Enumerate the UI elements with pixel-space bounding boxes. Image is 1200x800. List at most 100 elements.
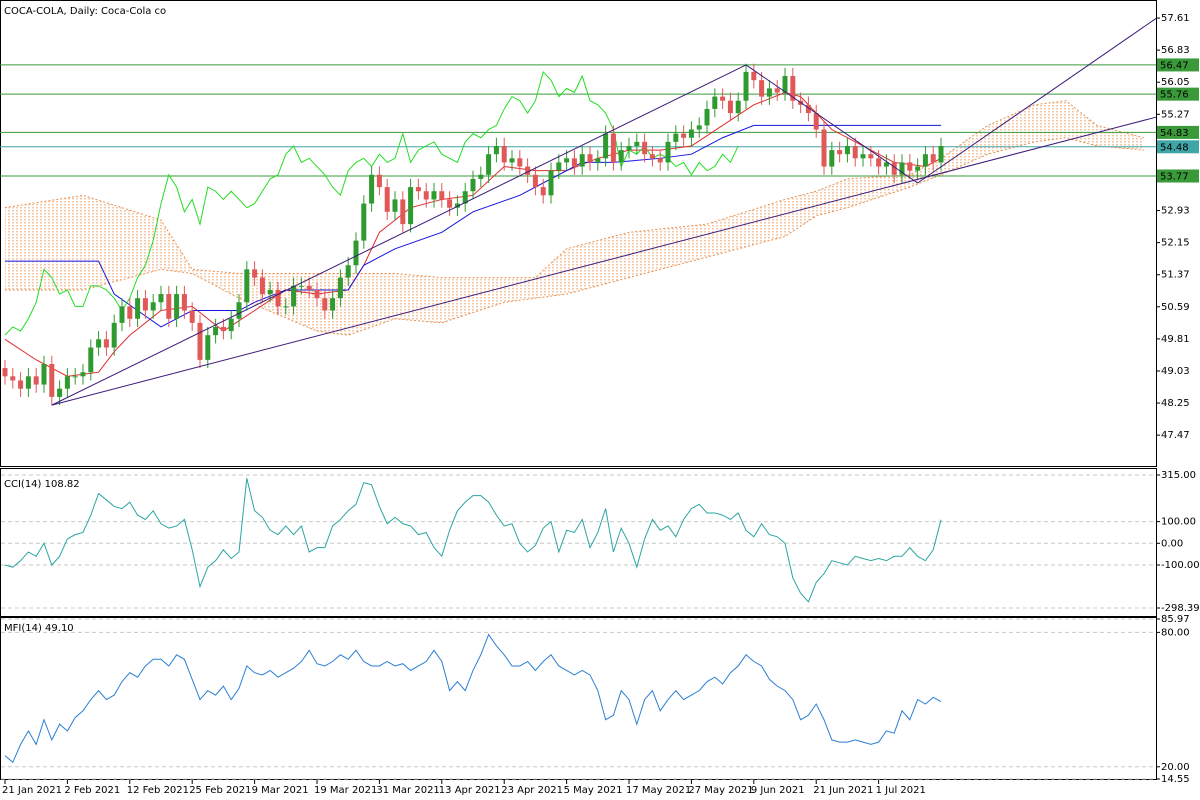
pane-title: CCI(14) 108.82: [4, 479, 80, 490]
trend-line: [51, 116, 1157, 406]
candle-body: [275, 289, 281, 307]
candle-body: [556, 162, 562, 171]
y-tick-label: 51.37: [1161, 270, 1190, 281]
candle-body: [376, 174, 382, 188]
candle-body: [142, 298, 148, 311]
candle-body: [197, 322, 203, 360]
candle-body: [844, 145, 850, 155]
x-tick-label: 19 Mar 2021: [314, 785, 377, 796]
y-tick-label: 49.03: [1161, 366, 1190, 377]
x-tick-label: 21 Jan 2021: [2, 785, 62, 796]
candle-body: [267, 289, 273, 295]
indicator-line: [4, 633, 942, 764]
candle-body: [322, 298, 328, 311]
candle-body: [829, 150, 835, 167]
candle-body: [314, 289, 320, 299]
candle-body: [805, 104, 811, 114]
candle-body: [127, 306, 133, 319]
candle-body: [930, 154, 936, 163]
candle-body: [579, 154, 585, 167]
candle-body: [25, 376, 31, 389]
x-tick-label: 9 Jun 2021: [751, 785, 805, 796]
cci-pane-frame: [0, 468, 1157, 617]
candle-body: [610, 133, 616, 163]
candle-body: [135, 298, 141, 319]
candle-body: [486, 154, 492, 175]
trend-line: [917, 18, 1157, 184]
price-level-tag: [1157, 58, 1199, 72]
main-pane-frame: [0, 0, 1157, 467]
candle-body: [415, 187, 421, 192]
candle-body: [447, 199, 453, 208]
candle-body: [665, 141, 671, 163]
y-tick-label: 55.27: [1161, 109, 1190, 120]
candle-body: [688, 129, 694, 138]
candle-body: [57, 388, 63, 397]
y-tick-label: 57.61: [1161, 13, 1190, 24]
candle-body: [642, 141, 648, 155]
candle-body: [423, 191, 429, 200]
candle-body: [774, 88, 780, 93]
price-level-label: 55.76: [1160, 90, 1189, 101]
candle-body: [821, 129, 827, 167]
candle-body: [868, 154, 874, 159]
y-tick-label: 47.47: [1161, 430, 1190, 441]
candle-body: [876, 158, 882, 167]
candle-body: [150, 302, 156, 311]
candle-body: [462, 191, 468, 204]
candle-body: [408, 187, 414, 225]
candle-body: [790, 76, 796, 101]
candle-body: [907, 162, 913, 171]
candle-body: [915, 166, 921, 171]
price-level-label: 54.48: [1160, 142, 1189, 153]
candle-body: [673, 133, 679, 142]
candle-body: [493, 145, 499, 155]
price-level-label: 54.83: [1160, 128, 1189, 139]
candle-body: [306, 285, 312, 290]
y-tick-label: 14.55: [1161, 774, 1190, 785]
x-tick-label: 25 Feb 2021: [189, 785, 251, 796]
candle-body: [400, 199, 406, 225]
candle-body: [509, 158, 515, 163]
candle-body: [525, 166, 531, 175]
candle-body: [938, 145, 944, 163]
candle-body: [532, 174, 538, 188]
candle-body: [712, 96, 718, 109]
candle-body: [259, 277, 265, 295]
pane-title: COCA-COLA, Daily: Coca-Cola co: [4, 6, 166, 17]
candle-body: [649, 154, 655, 159]
candle-body: [891, 162, 897, 175]
candle-body: [49, 363, 55, 397]
candle-body: [252, 269, 258, 278]
candle-body: [103, 339, 109, 348]
price-level-tag: [1157, 169, 1199, 183]
candle-body: [571, 158, 577, 167]
y-tick-label: 20.00: [1161, 762, 1190, 773]
candle-body: [595, 158, 601, 163]
candle-body: [181, 294, 187, 311]
x-tick-label: 1 Jul 2021: [876, 785, 926, 796]
candle-body: [213, 326, 219, 336]
candle-body: [454, 203, 460, 208]
y-tick-label: 52.15: [1161, 238, 1190, 249]
candle-body: [431, 191, 437, 200]
price-level-tag: [1157, 87, 1199, 101]
x-tick-label: 23 Apr 2021: [501, 785, 563, 796]
candle-body: [330, 298, 336, 311]
candle-body: [603, 133, 609, 159]
candle-body: [228, 318, 234, 332]
candle-body: [158, 294, 164, 303]
candle-body: [681, 133, 687, 138]
candle-body: [18, 380, 24, 389]
candle-body: [369, 174, 375, 204]
candle-body: [883, 162, 889, 167]
indicator-line: [4, 124, 942, 328]
price-level-label: 53.77: [1160, 172, 1189, 183]
x-tick-label: 2 Feb 2021: [64, 785, 120, 796]
candle-body: [174, 294, 180, 319]
cloud-fill: [4, 100, 1144, 336]
candle-body: [837, 150, 843, 155]
candle-body: [189, 310, 195, 323]
